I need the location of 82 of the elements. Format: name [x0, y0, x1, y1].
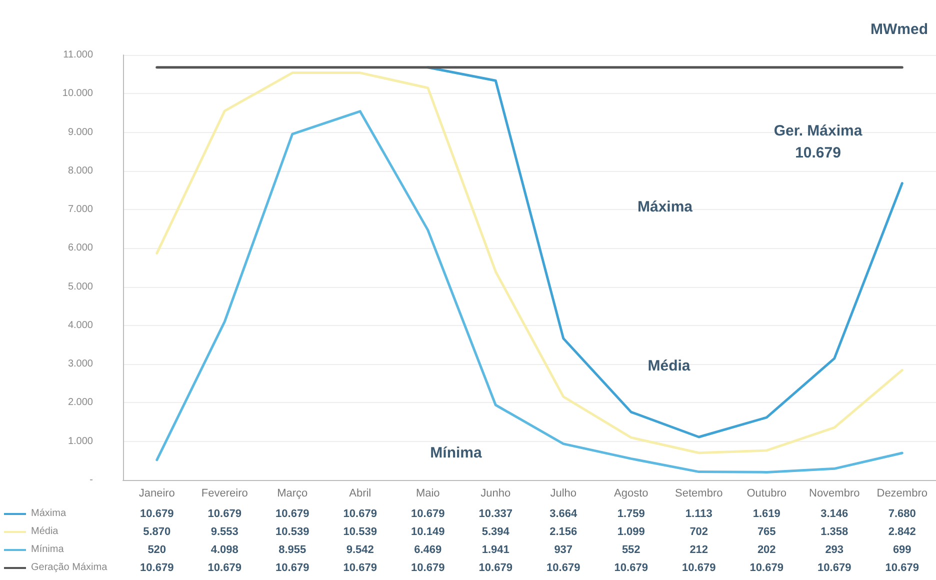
data-label: 9.553 [210, 526, 240, 538]
x-tick-label: Abril [349, 488, 372, 500]
legend-label: Média [31, 526, 58, 537]
data-label: 2.156 [548, 526, 578, 538]
data-label: 1.619 [752, 508, 782, 520]
data-label: 699 [892, 544, 912, 556]
data-label: 937 [553, 544, 574, 556]
data-label: 10.337 [478, 508, 514, 520]
x-tick-label: Julho [550, 488, 577, 500]
y-tick-label: 4.000 [68, 320, 94, 331]
legend-label: Geração Máxima [31, 562, 108, 573]
data-label: 702 [688, 526, 710, 538]
data-label: 10.539 [342, 526, 378, 538]
data-label: 10.679 [342, 562, 378, 574]
data-label: 10.679 [139, 562, 175, 574]
data-label: 10.679 [884, 562, 920, 574]
data-label: 4.098 [210, 544, 240, 556]
x-tick-label: Fevereiro [201, 488, 248, 500]
x-tick-label: Setembro [675, 488, 723, 500]
data-label: 10.679 [274, 562, 310, 574]
data-label: 520 [146, 544, 168, 556]
data-label: 10.679 [478, 562, 514, 574]
data-label: 10.679 [206, 562, 242, 574]
y-axis-title: MWmed [870, 21, 928, 38]
y-tick-label: 7.000 [68, 204, 94, 216]
x-tick-label: Maio [416, 488, 440, 500]
annotation: Máxima [637, 198, 694, 216]
y-tick-label: 8.000 [68, 165, 94, 176]
data-label: 2.842 [887, 526, 917, 538]
data-label: 552 [620, 544, 642, 556]
x-tick-label: Novembro [809, 488, 860, 500]
data-label: 7.680 [887, 508, 917, 520]
y-tick-label: 6.000 [68, 242, 94, 254]
data-label: 212 [688, 544, 710, 556]
data-label: 10.679 [748, 562, 784, 574]
data-label: 1.358 [820, 526, 850, 538]
y-tick-label: 9.000 [68, 126, 94, 138]
data-label: 10.679 [410, 508, 446, 520]
data-label: 1.099 [616, 526, 646, 538]
annotation: Mínima [430, 444, 482, 462]
data-label: 3.664 [548, 508, 578, 520]
x-tick-label: Outubro [746, 488, 786, 500]
y-tick-label: 2.000 [68, 397, 94, 408]
y-tick-label: 3.000 [68, 358, 94, 370]
y-tick-label: 1.000 [68, 436, 94, 447]
data-label: 5.870 [142, 526, 172, 538]
x-tick-label: Agosto [614, 488, 648, 500]
data-label: 3.146 [820, 508, 850, 520]
data-label: 293 [824, 544, 845, 556]
x-tick-label: Março [277, 488, 308, 500]
data-label: 10.679 [613, 562, 649, 574]
text: 10.679 [276, 508, 310, 520]
data-label: 10.679 [816, 562, 852, 574]
data-label: 202 [756, 544, 777, 556]
text: 10.679 [343, 508, 377, 520]
y-tick-label: 5.000 [68, 281, 94, 292]
data-label: 5.394 [480, 526, 510, 538]
y-tick-label: - [90, 474, 93, 486]
legend-label: Mínima [31, 544, 64, 555]
data-label: 10.539 [274, 526, 310, 538]
x-tick-label: Dezembro [876, 488, 928, 500]
y-tick-label: 10.000 [62, 88, 94, 100]
text: 10.679 [140, 508, 174, 520]
data-label: 6.469 [413, 544, 443, 556]
y-tick-label: 11.000 [63, 50, 94, 60]
data-label: 1.113 [684, 508, 714, 520]
data-label: 10.679 [546, 562, 582, 574]
data-label: 1.941 [480, 544, 510, 556]
x-tick-label: Junho [480, 488, 511, 500]
x-tick-label: Janeiro [138, 488, 175, 500]
annotation: Média [648, 358, 691, 374]
data-label: 10.149 [410, 526, 446, 538]
text: 10.679 [208, 508, 242, 520]
data-label: 10.679 [410, 562, 446, 574]
legend-label: Máxima [31, 508, 66, 519]
line-series [426, 66, 904, 438]
data-label: 10.679 [681, 562, 717, 574]
data-label: 1.759 [616, 508, 646, 520]
data-label: 9.542 [345, 544, 375, 556]
annotation: Ger. Máxima 10.679 [774, 122, 863, 162]
data-label: 8.955 [278, 544, 308, 556]
data-label: 765 [756, 526, 777, 538]
